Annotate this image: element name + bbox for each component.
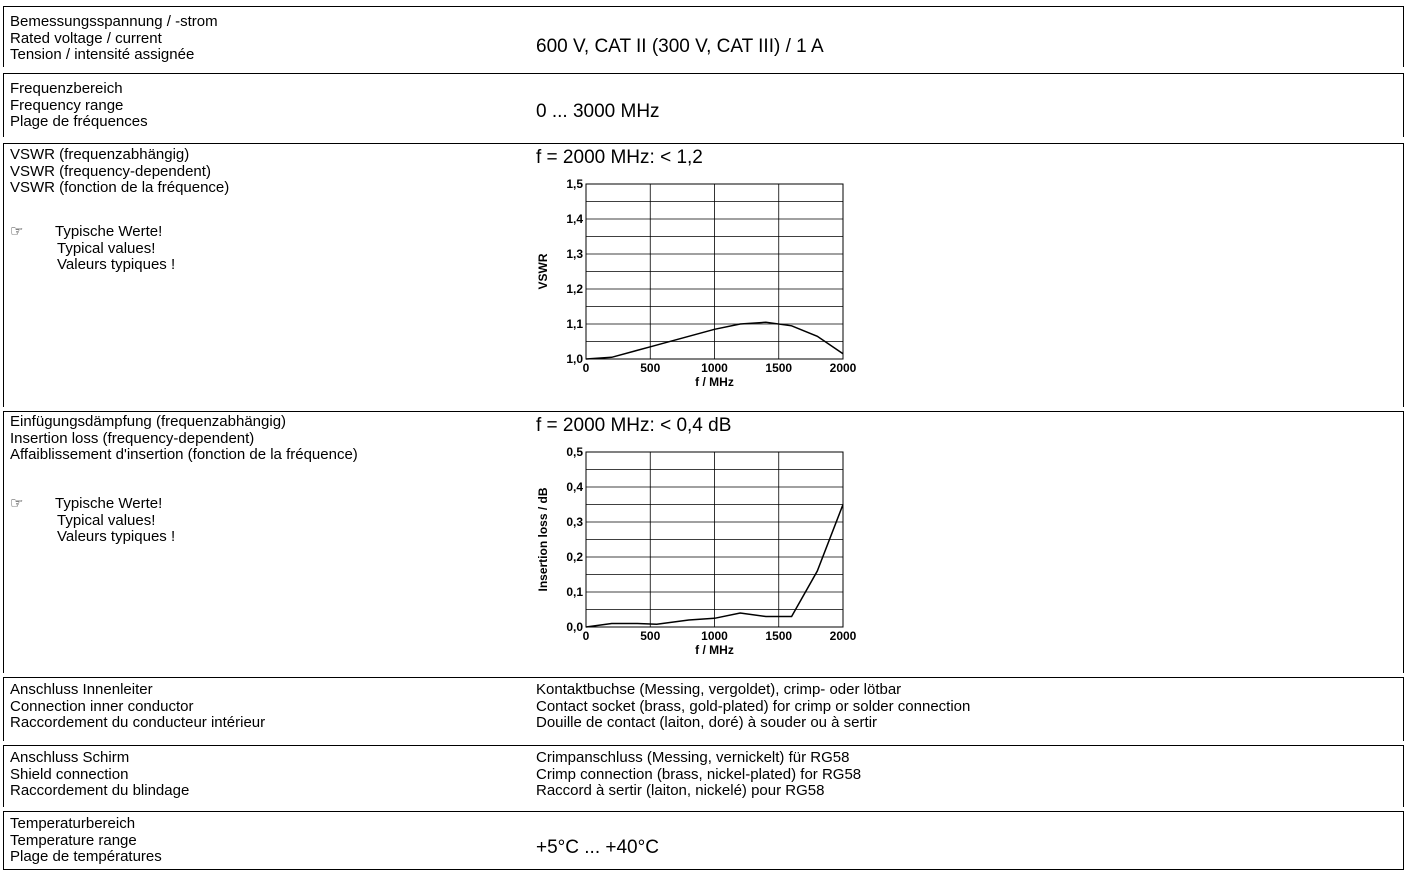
label-de: VSWR (frequenzabhängig) xyxy=(10,146,190,163)
insertion-loss-x-tick-label: 1000 xyxy=(701,629,728,643)
label-en: VSWR (frequency-dependent) xyxy=(10,162,211,180)
frequency-range-labels: Frequenzbereich Frequency range Plage de… xyxy=(10,80,148,131)
vswr-x-tick-label: 1000 xyxy=(701,361,728,375)
vswr-typical-note: ☞ Typische Werte! Typical values! Valeur… xyxy=(10,223,175,272)
insertion-loss-typical-note: ☞ Typische Werte! Typical values! Valeur… xyxy=(10,495,175,544)
insertion-loss-series-line xyxy=(585,504,844,628)
insertion-loss-value: f = 2000 MHz: < 0,4 dB xyxy=(536,415,732,436)
label-de: Anschluss Innenleiter xyxy=(10,681,153,698)
label-fr: Raccordement du conducteur intérieur xyxy=(10,714,266,731)
value-fr: Raccord à sertir (laiton, nickelé) pour … xyxy=(536,782,825,799)
value-de: Kontaktbuchse (Messing, vergoldet), crim… xyxy=(536,681,902,698)
note-de: Typische Werte! xyxy=(55,223,163,240)
vswr-series-line xyxy=(585,321,844,360)
insertion-loss-x-axis-label: f / MHz xyxy=(695,643,734,657)
vswr-x-axis-label: f / MHz xyxy=(695,375,734,389)
insertion-loss-labels: Einfügungsdämpfung (frequenzabhängig) In… xyxy=(10,413,358,464)
insertion-loss-y-tick-label: 0,3 xyxy=(566,515,583,529)
vswr-y-tick-label: 1,5 xyxy=(566,177,583,191)
temperature-range-value: +5°C ... +40°C xyxy=(536,837,659,858)
label-en: Frequency range xyxy=(10,96,124,114)
label-de: Bemessungsspannung / -strom xyxy=(10,13,218,30)
vswr-value: f = 2000 MHz: < 1,2 xyxy=(536,147,703,168)
label-de: Temperaturbereich xyxy=(10,815,136,832)
row-vswr: VSWR (frequenzabhängig) VSWR (frequency-… xyxy=(3,143,1404,407)
label-en: Connection inner conductor xyxy=(10,697,194,715)
label-en: Temperature range xyxy=(10,831,137,849)
inner-conductor-values: Kontaktbuchse (Messing, vergoldet), crim… xyxy=(536,681,971,732)
row-rated-voltage: Bemessungsspannung / -strom Rated voltag… xyxy=(3,6,1404,67)
vswr-x-tick-label: 500 xyxy=(640,361,660,375)
pointing-hand-icon: ☞ xyxy=(10,223,24,240)
label-fr: Plage de fréquences xyxy=(10,113,148,130)
insertion-loss-chart: 0,0 0,1 0,2 0,3 0,4 0,5 0 500 1000 1500 2000 f / MH… xyxy=(536,445,857,657)
insertion-loss-y-tick-label: 0,4 xyxy=(566,480,583,494)
insertion-loss-x-tick-label: 2000 xyxy=(830,629,857,643)
shield-connection-values: Crimpanschluss (Messing, vernickelt) für… xyxy=(536,749,862,800)
pointing-hand-icon: ☞ xyxy=(10,495,24,512)
label-en: Insertion loss (frequency-dependent) xyxy=(10,429,255,447)
insertion-loss-x-tick-label: 0 xyxy=(583,629,590,643)
value-en: Contact socket (brass, gold-plated) for … xyxy=(536,697,971,715)
inner-conductor-labels: Anschluss Innenleiter Connection inner c… xyxy=(10,681,266,732)
insertion-loss-y-tick-label: 0,2 xyxy=(566,550,583,564)
label-de: Einfügungsdämpfung (frequenzabhängig) xyxy=(10,413,287,430)
label-fr: VSWR (fonction de la fréquence) xyxy=(10,179,230,196)
label-de: Anschluss Schirm xyxy=(10,749,130,766)
vswr-chart: 1,0 1,1 1,2 1,3 1,4 1,5 0 500 1000 1500 2000 f / MH… xyxy=(536,177,857,389)
note-en: Typical values! xyxy=(57,511,156,529)
label-fr: Affaiblissement d'insertion (fonction de… xyxy=(10,446,358,463)
vswr-x-tick-label: 0 xyxy=(583,361,590,375)
vswr-labels: VSWR (frequenzabhängig) VSWR (frequency-… xyxy=(10,146,230,197)
rated-voltage-value: 600 V, CAT II (300 V, CAT III) / 1 A xyxy=(536,36,824,57)
row-insertion-loss: Einfügungsdämpfung (frequenzabhängig) In… xyxy=(3,411,1404,673)
value-fr: Douille de contact (laiton, doré) à soud… xyxy=(536,714,878,731)
row-inner-conductor: Anschluss Innenleiter Connection inner c… xyxy=(3,677,1404,741)
vswr-y-tick-label: 1,2 xyxy=(566,282,583,296)
vswr-y-tick-label: 1,4 xyxy=(566,212,583,226)
label-fr: Tension / intensité assignée xyxy=(10,46,195,63)
value-de: Crimpanschluss (Messing, vernickelt) für… xyxy=(536,749,850,766)
note-en: Typical values! xyxy=(57,239,156,257)
insertion-loss-x-tick-label: 1500 xyxy=(765,629,792,643)
vswr-x-tick-label: 2000 xyxy=(830,361,857,375)
label-de: Frequenzbereich xyxy=(10,80,123,97)
label-fr: Raccordement du blindage xyxy=(10,782,190,799)
vswr-x-tick-label: 1500 xyxy=(765,361,792,375)
vswr-y-axis-label: VSWR xyxy=(536,253,550,289)
insertion-loss-y-tick-label: 0,0 xyxy=(566,620,583,634)
insertion-loss-y-tick-label: 0,5 xyxy=(566,445,583,459)
temperature-range-labels: Temperaturbereich Temperature range Plag… xyxy=(10,815,162,866)
vswr-y-tick-label: 1,0 xyxy=(566,352,583,366)
value-en: Crimp connection (brass, nickel-plated) … xyxy=(536,765,862,783)
note-fr: Valeurs typiques ! xyxy=(57,528,176,545)
label-fr: Plage de températures xyxy=(10,848,162,865)
insertion-loss-y-axis-label: Insertion loss / dB xyxy=(536,487,550,591)
vswr-y-tick-label: 1,1 xyxy=(566,317,583,331)
vswr-y-tick-label: 1,3 xyxy=(566,247,583,261)
row-frequency-range: Frequenzbereich Frequency range Plage de… xyxy=(3,73,1404,137)
note-de: Typische Werte! xyxy=(55,495,163,512)
note-fr: Valeurs typiques ! xyxy=(57,256,176,273)
frequency-range-value: 0 ... 3000 MHz xyxy=(536,101,660,122)
label-en: Shield connection xyxy=(10,765,129,783)
insertion-loss-y-tick-label: 0,1 xyxy=(566,585,583,599)
row-shield-connection: Anschluss Schirm Shield connection Racco… xyxy=(3,745,1404,807)
shield-connection-labels: Anschluss Schirm Shield connection Racco… xyxy=(10,749,190,800)
insertion-loss-x-tick-label: 500 xyxy=(640,629,660,643)
label-en: Rated voltage / current xyxy=(10,29,162,47)
row-temperature-range: Temperaturbereich Temperature range Plag… xyxy=(3,811,1404,870)
rated-voltage-labels: Bemessungsspannung / -strom Rated voltag… xyxy=(10,13,218,64)
